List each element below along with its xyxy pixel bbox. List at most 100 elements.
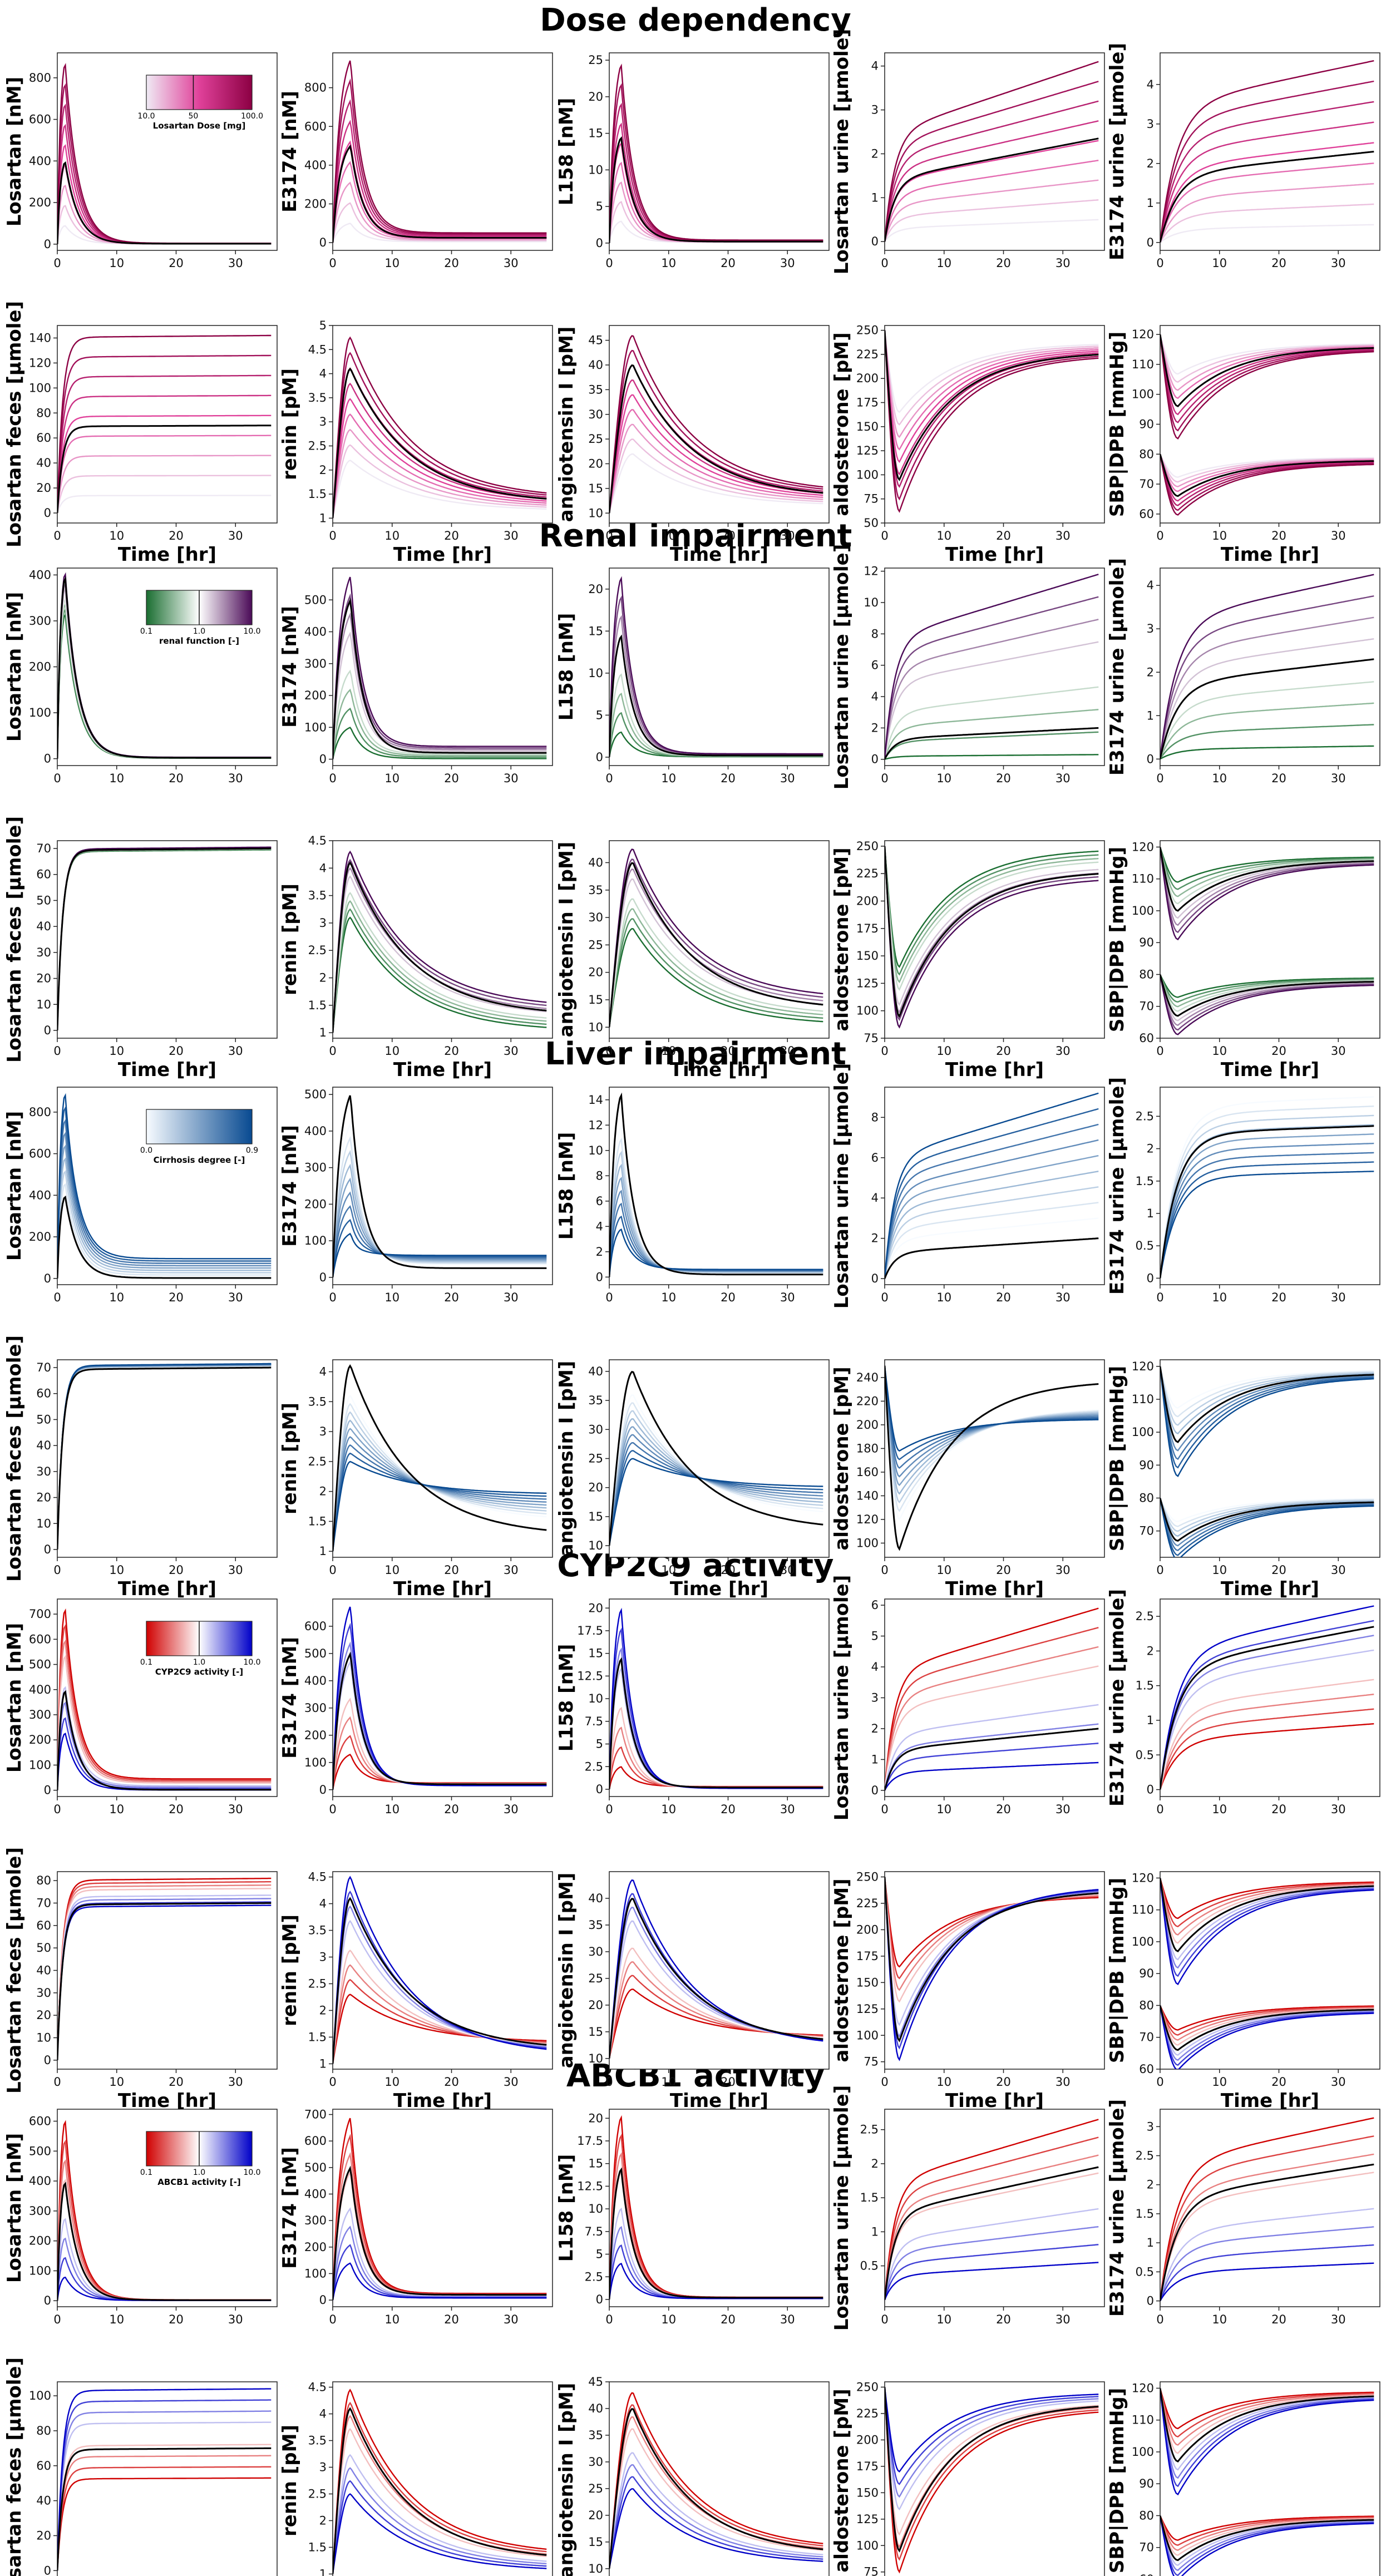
series-group — [333, 2389, 547, 2574]
x-tick-label: 30 — [228, 529, 243, 542]
series-line — [333, 1205, 547, 1278]
y-axis-label: E3174 urine [µmole] — [1106, 1589, 1128, 1807]
series-line — [1160, 2005, 1374, 2056]
y-tick-label: 400 — [29, 1188, 51, 1202]
x-tick-label: 10 — [936, 1044, 951, 1058]
series-line — [1160, 2388, 1374, 2438]
y-tick-label: 225 — [856, 348, 879, 361]
series-line — [1160, 2388, 1374, 2488]
chart-panel: 0 100 200 300 400 500 600 700 0 10 20 30 E3174 [nM] — [279, 2108, 553, 2326]
y-tick-label: 12.5 — [577, 2179, 603, 2193]
series-line — [1160, 334, 1374, 432]
series-line — [609, 848, 823, 1028]
plot-frame — [57, 325, 278, 524]
y-tick-label: 0 — [1147, 2294, 1154, 2308]
series-line — [333, 60, 547, 243]
y-tick-label: 75 — [864, 2565, 879, 2576]
y-tick-label: 2.5 — [585, 1760, 603, 1773]
series-line — [1160, 183, 1374, 243]
plot-frame — [332, 52, 553, 251]
x-tick-label: 30 — [228, 1563, 243, 1577]
y-tick-label: 7.5 — [585, 2225, 603, 2238]
y-tick-label: 70 — [36, 842, 51, 855]
y-axis-label: L158 [nM] — [555, 2154, 578, 2262]
series-line — [1160, 203, 1374, 243]
plot-frame — [1160, 567, 1380, 766]
y-tick-label: 10 — [588, 2562, 603, 2575]
y-tick-label: 70 — [36, 1896, 51, 1909]
y-tick-label: 60 — [36, 1387, 51, 1400]
y-tick-label: 40 — [36, 2494, 51, 2508]
y-tick-label: 2 — [319, 1485, 327, 1498]
y-tick-label: 250 — [856, 1870, 879, 1883]
x-tick-label: 10 — [384, 1803, 399, 1816]
y-tick-label: 200 — [304, 2241, 327, 2254]
series-line — [333, 120, 547, 243]
y-tick-label: 10 — [36, 2031, 51, 2045]
y-tick-label: 1 — [871, 2225, 879, 2238]
reference-line — [57, 1690, 272, 1791]
x-tick-label: 0 — [881, 2313, 888, 2326]
y-tick-label: 2.5 — [1136, 2149, 1154, 2163]
series-line — [1160, 453, 1374, 483]
y-tick-label: 1 — [1147, 709, 1154, 722]
y-tick-label: 15 — [588, 482, 603, 495]
y-tick-label: 200 — [856, 894, 879, 907]
series-line — [1160, 1679, 1374, 1790]
y-tick-label: 2 — [871, 147, 879, 160]
y-axis-label: E3174 [nM] — [279, 1125, 301, 1247]
series-line — [609, 453, 823, 514]
y-axis-label: E3174 urine [µmole] — [1106, 43, 1128, 260]
reference-line — [333, 1095, 547, 1277]
series-line — [1160, 1096, 1374, 1279]
x-tick-label: 0 — [605, 1044, 613, 1058]
series-line — [333, 1606, 547, 1790]
y-axis-label: aldosterone [pM] — [831, 1366, 853, 1550]
series-group — [1160, 1366, 1374, 1557]
series-line — [1160, 454, 1374, 516]
x-tick-label: 0 — [53, 1803, 61, 1816]
y-tick-label: 5 — [319, 319, 327, 332]
series-line — [1160, 101, 1374, 243]
y-tick-label: 75 — [864, 492, 879, 506]
y-tick-label: 4 — [319, 367, 327, 381]
series-line — [609, 1450, 823, 1546]
y-tick-label: 800 — [29, 71, 51, 85]
y-tick-label: 4.5 — [308, 834, 327, 847]
series-line — [609, 1426, 823, 1546]
y-tick-label: 400 — [29, 2174, 51, 2188]
series-line — [1160, 1152, 1374, 1279]
series-group — [885, 846, 1099, 1029]
series-line — [1160, 1878, 1374, 1944]
plot-frame — [884, 1871, 1105, 2070]
reference-line — [1160, 2005, 1374, 2051]
x-axis-label: Time [hr] — [670, 544, 768, 566]
x-tick-label: 0 — [1156, 1044, 1163, 1058]
series-line — [333, 688, 547, 759]
series-line — [1160, 1366, 1374, 1418]
y-tick-label: 1.5 — [308, 2540, 327, 2554]
y-tick-label: 3 — [319, 415, 327, 428]
series-line — [333, 1403, 547, 1552]
chart-panel: 751001251501752002252500102030aldosteron… — [831, 2380, 1105, 2576]
y-tick-label: 2 — [871, 1722, 879, 1735]
x-tick-label: 20 — [1271, 1563, 1286, 1577]
x-tick-label: 0 — [329, 1291, 336, 1304]
y-tick-label: 120 — [1132, 328, 1154, 341]
series-line — [57, 1717, 272, 1790]
series-line — [1160, 1878, 1374, 1986]
y-tick-label: 600 — [29, 1632, 51, 1646]
series-line — [1160, 1498, 1374, 1532]
y-axis-label: E3174 [nM] — [279, 91, 301, 213]
y-tick-label: 15 — [588, 1647, 603, 1660]
y-tick-label: 40 — [588, 358, 603, 372]
y-tick-label: 110 — [1132, 872, 1154, 886]
y-tick-label: 2 — [596, 1245, 603, 1259]
x-axis-label: Time [hr] — [393, 544, 492, 566]
x-tick-label: 30 — [780, 256, 795, 270]
y-tick-label: 75 — [864, 1032, 879, 1045]
y-tick-label: 20 — [588, 457, 603, 471]
x-tick-label: 10 — [1212, 256, 1227, 270]
y-axis-label: L158 [nM] — [555, 1644, 578, 1752]
series-line — [1160, 1878, 1374, 1936]
